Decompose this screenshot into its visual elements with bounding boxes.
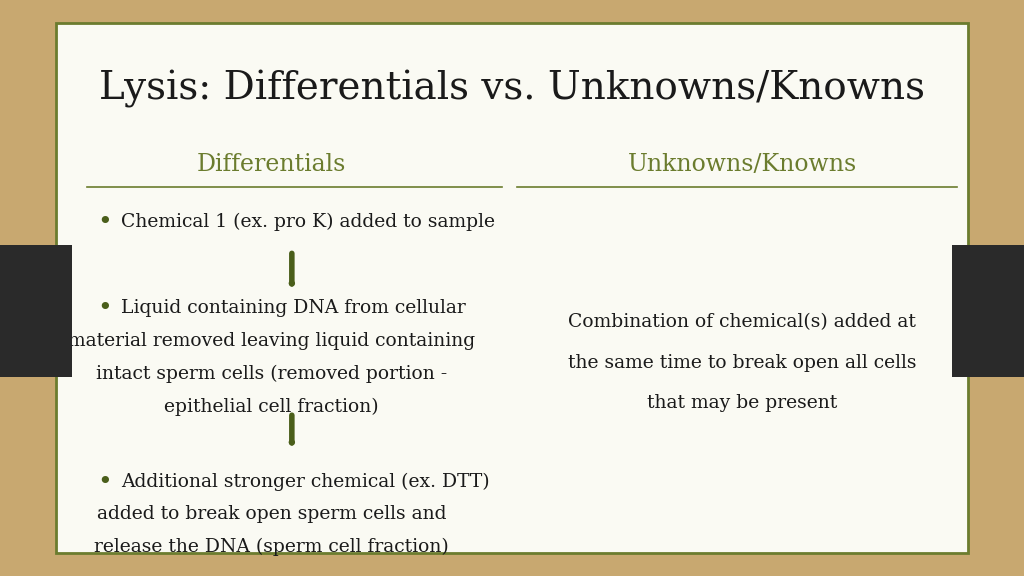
Text: Liquid containing DNA from cellular: Liquid containing DNA from cellular (121, 299, 466, 317)
Text: material removed leaving liquid containing: material removed leaving liquid containi… (68, 332, 475, 350)
Text: Additional stronger chemical (ex. DTT): Additional stronger chemical (ex. DTT) (121, 472, 489, 491)
Text: Chemical 1 (ex. pro K) added to sample: Chemical 1 (ex. pro K) added to sample (121, 213, 495, 231)
Text: •: • (97, 296, 112, 320)
Text: Lysis: Differentials vs. Unknowns/Knowns: Lysis: Differentials vs. Unknowns/Knowns (99, 70, 925, 108)
Text: Unknowns/Knowns: Unknowns/Knowns (628, 153, 857, 176)
Text: intact sperm cells (removed portion -: intact sperm cells (removed portion - (95, 365, 447, 383)
Text: •: • (97, 210, 112, 234)
Text: •: • (97, 469, 112, 494)
Text: the same time to break open all cells: the same time to break open all cells (568, 354, 916, 372)
Text: Differentials: Differentials (197, 153, 346, 176)
Text: release the DNA (sperm cell fraction): release the DNA (sperm cell fraction) (94, 538, 449, 556)
Text: Combination of chemical(s) added at: Combination of chemical(s) added at (568, 313, 916, 332)
Text: that may be present: that may be present (647, 394, 838, 412)
Text: epithelial cell fraction): epithelial cell fraction) (164, 397, 379, 416)
Text: added to break open sperm cells and: added to break open sperm cells and (96, 505, 446, 524)
